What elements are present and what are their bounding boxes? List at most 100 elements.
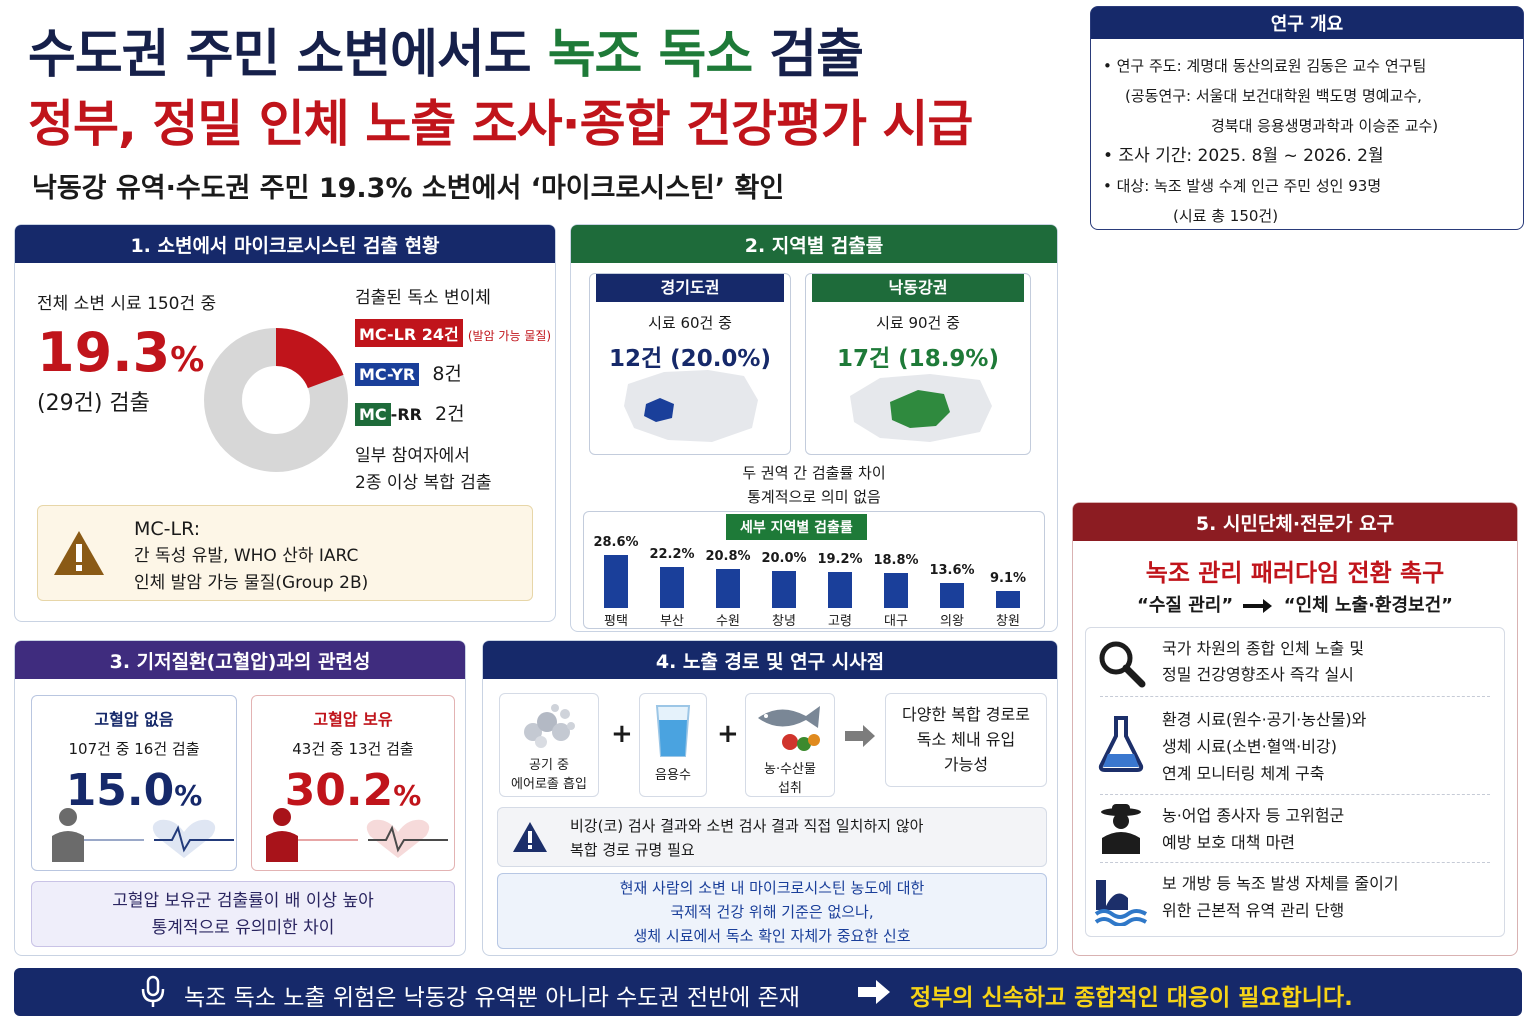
section4-title: 4. 노출 경로 및 연구 시사점 bbox=[483, 641, 1057, 679]
hypertension-rate: 30.2% bbox=[252, 765, 454, 816]
chart-bar bbox=[884, 572, 908, 608]
variant-mc-lr-label: MC-LR 24건 bbox=[355, 319, 463, 347]
route-result-line3: 가능성 bbox=[943, 755, 989, 774]
nakdong-result: 17건 (18.9%) bbox=[837, 346, 999, 372]
section1-title: 1. 소변에서 마이크로시스틴 검출 현황 bbox=[15, 225, 555, 263]
person-icon bbox=[266, 808, 298, 862]
chart-category-label: 의왕 bbox=[940, 614, 964, 629]
hypertension-note-line2: 통계적으로 유의미한 차이 bbox=[151, 918, 335, 938]
chart-value-label: 28.6% bbox=[593, 534, 639, 550]
standard-note-line3: 생체 시료에서 독소 확인 자체가 중요한 신호 bbox=[633, 927, 911, 945]
mc-lr-warning: MC-LR: 간 독성 유발, WHO 산하 IARC 인체 발암 가능 물질(… bbox=[37, 505, 533, 601]
chart-value-label: 18.8% bbox=[873, 552, 919, 568]
overview-target: • 대상: 녹조 발생 수계 인근 주민 성인 93명 bbox=[1103, 177, 1382, 195]
route-food-line2: 섭취 bbox=[778, 781, 802, 796]
heartbeat-icon bbox=[84, 819, 234, 858]
section1-intro: 전체 소변 시료 150건 중 bbox=[37, 294, 217, 314]
demands-list: 국가 차원의 종합 인체 노출 및 정밀 건강영향조사 즉각 실시 환경 시료(… bbox=[1085, 627, 1505, 937]
variant-mc-rr: MC -RR 2건 bbox=[355, 399, 465, 426]
demand-item-line2: 예방 보호 대책 마련 bbox=[1162, 833, 1296, 852]
water-glass-icon bbox=[655, 705, 691, 757]
hypertension-card: 고혈압 보유 43건 중 13건 검출 30.2% bbox=[251, 695, 455, 871]
no-hypertension-card: 고혈압 없음 107건 중 16건 검출 15.0% bbox=[31, 695, 237, 871]
section5-title: 5. 시민단체·전문가 요구 bbox=[1073, 503, 1517, 541]
gyeonggi-card: 경기도권 시료 60건 중 12건 (20.0%) bbox=[589, 273, 791, 455]
overview-body: • 연구 주도: 계명대 동산의료원 김동은 교수 연구팀 (공동연구: 서울대… bbox=[1103, 51, 1438, 231]
hypertension-note: 고혈압 보유군 검출률이 배 이상 높아 통계적으로 유의미한 차이 bbox=[31, 881, 455, 947]
farmer-icon bbox=[1101, 804, 1141, 854]
demand-item: 농·어업 종사자 등 고위험군 예방 보호 대책 마련 bbox=[1086, 798, 1504, 860]
route-food: 농·수산물 섭취 bbox=[745, 693, 835, 797]
route-result: 다양한 복합 경로로 독소 체내 유입 가능성 bbox=[885, 693, 1047, 787]
chart-category-label: 수원 bbox=[716, 614, 740, 629]
paradigm-shift: “수질 관리” “인체 노출·환경보건” bbox=[1073, 591, 1517, 617]
aerosol-icon bbox=[524, 704, 575, 748]
route-result-line1: 다양한 복합 경로로 bbox=[902, 705, 1030, 724]
nakdong-sample: 시료 90건 중 bbox=[876, 314, 960, 332]
warning-icon bbox=[54, 531, 104, 575]
standard-note-line1: 현재 사람의 소변 내 마이크로시스틴 농도에 대한 bbox=[619, 879, 925, 897]
paradigm-to: “인체 노출·환경보건” bbox=[1283, 595, 1453, 616]
chart-value-label: 20.0% bbox=[761, 550, 807, 566]
demand-item-line1: 보 개방 등 녹조 발생 자체를 줄이기 bbox=[1162, 874, 1399, 893]
route-aerosol: 공기 중 에어로졸 흡입 bbox=[499, 693, 599, 797]
footer-banner: 녹조 독소 노출 위험은 낙동강 유역뿐 아니라 수도권 전반에 존재 정부의 … bbox=[14, 968, 1522, 1016]
variant-mc-rr-count: 2건 bbox=[435, 403, 465, 425]
region-note-line1: 두 권역 간 검출률 차이 bbox=[742, 464, 886, 482]
page-subtitle: 정부, 정밀 인체 노출 조사·종합 건강평가 시급 bbox=[28, 95, 973, 153]
region-difference-note: 두 권역 간 검출률 차이 통계적으로 의미 없음 bbox=[571, 461, 1057, 509]
complex-line2: 2종 이상 복합 검출 bbox=[355, 473, 492, 493]
overview-panel: 연구 개요 • 연구 주도: 계명대 동산의료원 김동은 교수 연구팀 (공동연… bbox=[1090, 6, 1524, 230]
section2-title: 2. 지역별 검출률 bbox=[571, 225, 1057, 263]
chart-category-label: 고령 bbox=[828, 614, 852, 629]
variant-mc-lr-note: (발암 가능 물질) bbox=[467, 329, 552, 343]
variant-mc-rr-label-b: -RR bbox=[390, 405, 422, 424]
complex-line1: 일부 참여자에서 bbox=[355, 446, 470, 466]
title-part1: 수도권 주민 소변에서도 bbox=[28, 25, 532, 85]
demand-item-line2: 위한 근본적 유역 관리 단행 bbox=[1162, 901, 1345, 920]
chart-bar bbox=[828, 572, 852, 608]
section2-panel: 2. 지역별 검출률 경기도권 시료 60건 중 12건 (20.0%) 낙동강… bbox=[570, 224, 1058, 632]
title-part2: 검출 bbox=[769, 25, 864, 85]
gyeonggi-title: 경기도권 bbox=[596, 274, 784, 302]
demand-item: 환경 시료(원수·공기·농산물)와 생체 시료(소변·혈액·비강) 연계 모니터… bbox=[1086, 700, 1504, 792]
nasal-warning-line2: 복합 경로 규명 필요 bbox=[570, 841, 695, 859]
overview-co2: 경북대 응용생명과학과 이승준 교수) bbox=[1211, 117, 1439, 135]
nasal-warning-text: 비강(코) 검사 결과와 소변 검사 결과 직접 일치하지 않아 복합 경로 규… bbox=[570, 814, 923, 862]
overview-lead: • 연구 주도: 계명대 동산의료원 김동은 교수 연구팀 bbox=[1103, 57, 1427, 75]
variant-mc-lr: MC-LR 24건 (발암 가능 물질) bbox=[355, 319, 551, 347]
hypertension-detail: 43건 중 13건 검출 bbox=[292, 740, 414, 758]
chart-category-label: 창녕 bbox=[772, 614, 796, 629]
route-food-line1: 농·수산물 bbox=[764, 762, 816, 777]
variant-mc-yr-count: 8건 bbox=[432, 363, 462, 385]
hypertension-value: 30.2 bbox=[284, 765, 394, 816]
warning-line2: 인체 발암 가능 물질(Group 2B) bbox=[134, 573, 369, 593]
overview-sample-total: (시료 총 150건) bbox=[1173, 207, 1279, 225]
no-hypertension-title: 고혈압 없음 bbox=[94, 710, 174, 729]
warning-text: MC-LR: 간 독성 유발, WHO 산하 IARC 인체 발암 가능 물질(… bbox=[134, 516, 368, 597]
hypertension-title: 고혈압 보유 bbox=[313, 710, 393, 729]
arrow-right-icon bbox=[858, 980, 890, 1004]
microphone-icon bbox=[141, 975, 165, 1007]
chart-bar bbox=[940, 582, 964, 608]
heartbeat-icon bbox=[298, 819, 448, 858]
title-highlight: 녹조 독소 bbox=[547, 25, 753, 85]
nasal-warning: 비강(코) 검사 결과와 소변 검사 결과 직접 일치하지 않아 복합 경로 규… bbox=[497, 807, 1047, 867]
overview-co1: (공동연구: 서울대 보건대학원 백도명 명예교수, bbox=[1125, 87, 1422, 105]
section5-panel: 5. 시민단체·전문가 요구 녹조 관리 패러다임 전환 촉구 “수질 관리” … bbox=[1072, 502, 1518, 956]
chart-value-label: 19.2% bbox=[817, 552, 863, 568]
paradigm-from: “수질 관리” bbox=[1137, 595, 1234, 616]
standard-note-line2: 국제적 건강 위해 기준은 없으나, bbox=[670, 903, 874, 921]
demand-item-line3: 연계 모니터링 체계 구축 bbox=[1162, 764, 1325, 783]
warning-icon bbox=[513, 822, 547, 852]
paradigm-headline: 녹조 관리 패러다임 전환 촉구 bbox=[1145, 559, 1445, 587]
footer-text: 녹조 독소 노출 위험은 낙동강 유역뿐 아니라 수도권 전반에 존재 bbox=[184, 985, 800, 1011]
complex-detection: 일부 참여자에서 2종 이상 복합 검출 bbox=[355, 443, 492, 497]
chart-value-label: 20.8% bbox=[705, 549, 751, 565]
region-note-line2: 통계적으로 의미 없음 bbox=[747, 488, 881, 506]
chart-value-label: 13.6% bbox=[929, 562, 975, 578]
region-chart: 세부 지역별 검출률 28.6% 평택 22.2% 부산 20.8% 수원 20.0% 창녕 1… bbox=[583, 511, 1045, 629]
chart-category-label: 부산 bbox=[660, 614, 684, 629]
footer-highlight: 정부의 신속하고 종합적인 대응이 필요합니다. bbox=[910, 985, 1353, 1011]
overview-title: 연구 개요 bbox=[1091, 7, 1523, 39]
